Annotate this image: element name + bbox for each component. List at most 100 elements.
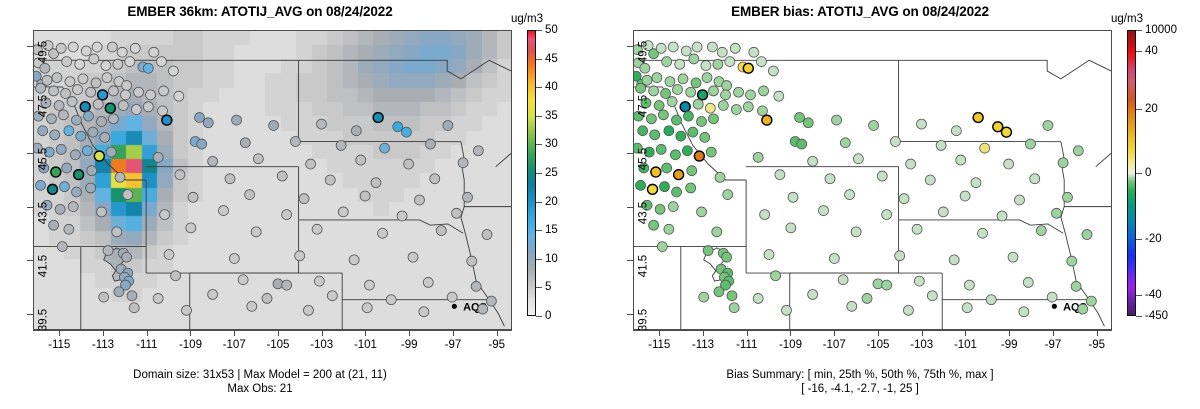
site-marker[interactable] <box>881 209 893 220</box>
site-marker[interactable] <box>1007 251 1019 263</box>
site-marker[interactable] <box>385 294 397 306</box>
site-marker[interactable] <box>96 206 107 218</box>
site-marker[interactable] <box>1066 255 1078 267</box>
bias-site-markers[interactable] <box>634 31 1111 329</box>
site-marker[interactable] <box>403 158 415 170</box>
site-marker[interactable] <box>66 96 78 107</box>
site-marker[interactable] <box>239 137 251 149</box>
site-marker[interactable] <box>911 223 923 235</box>
site-marker[interactable] <box>729 42 741 54</box>
site-marker[interactable] <box>49 129 61 141</box>
site-marker[interactable] <box>685 182 697 194</box>
site-marker[interactable] <box>677 73 689 85</box>
site-marker[interactable] <box>98 291 110 303</box>
site-marker[interactable] <box>326 290 338 302</box>
site-marker[interactable] <box>979 142 991 154</box>
site-marker[interactable] <box>462 191 473 203</box>
site-marker[interactable] <box>861 293 873 304</box>
site-marker[interactable] <box>337 206 349 218</box>
site-marker[interactable] <box>120 279 131 291</box>
site-marker[interactable] <box>148 46 160 58</box>
site-marker[interactable] <box>396 210 408 222</box>
site-marker[interactable] <box>681 145 693 157</box>
site-marker[interactable] <box>672 168 685 181</box>
site-marker[interactable] <box>748 46 760 58</box>
site-marker[interactable] <box>683 110 694 122</box>
site-marker[interactable] <box>774 169 786 181</box>
site-marker[interactable] <box>281 279 293 291</box>
site-marker[interactable] <box>196 138 208 150</box>
site-marker[interactable] <box>992 121 1004 133</box>
site-marker[interactable] <box>207 289 219 300</box>
site-marker[interactable] <box>972 111 984 124</box>
site-marker[interactable] <box>794 112 805 123</box>
site-marker[interactable] <box>355 154 367 166</box>
site-marker[interactable] <box>116 46 128 58</box>
site-marker[interactable] <box>846 300 858 312</box>
site-marker[interactable] <box>429 173 441 185</box>
site-marker[interactable] <box>202 117 214 129</box>
site-marker[interactable] <box>466 255 478 267</box>
site-marker[interactable] <box>650 166 662 178</box>
site-marker[interactable] <box>756 56 767 67</box>
site-marker[interactable] <box>1022 277 1034 288</box>
site-marker[interactable] <box>237 274 249 286</box>
site-marker[interactable] <box>837 274 849 286</box>
site-marker[interactable] <box>114 171 126 183</box>
site-marker[interactable] <box>113 286 125 298</box>
site-marker[interactable] <box>651 72 663 83</box>
site-marker[interactable] <box>728 302 740 314</box>
site-marker[interactable] <box>207 155 219 167</box>
site-marker[interactable] <box>653 100 665 111</box>
site-marker[interactable] <box>130 104 142 115</box>
site-marker[interactable] <box>704 102 716 114</box>
site-marker[interactable] <box>359 190 371 202</box>
site-marker[interactable] <box>674 58 686 70</box>
site-marker[interactable] <box>170 270 181 282</box>
site-marker[interactable] <box>787 191 799 203</box>
site-marker[interactable] <box>159 209 171 220</box>
site-marker[interactable] <box>252 153 264 165</box>
site-marker[interactable] <box>303 304 314 316</box>
site-marker[interactable] <box>1042 120 1054 131</box>
site-marker[interactable] <box>156 56 167 67</box>
site-marker[interactable] <box>634 70 642 82</box>
site-marker[interactable] <box>74 58 86 70</box>
site-marker[interactable] <box>173 90 185 102</box>
site-marker[interactable] <box>63 125 75 137</box>
site-marker[interactable] <box>61 162 73 174</box>
site-marker[interactable] <box>117 100 129 111</box>
site-marker[interactable] <box>311 223 323 235</box>
site-marker[interactable] <box>422 277 434 288</box>
site-marker[interactable] <box>670 149 681 161</box>
site-marker[interactable] <box>711 226 723 238</box>
site-marker[interactable] <box>642 40 654 51</box>
site-marker[interactable] <box>298 193 310 205</box>
site-marker[interactable] <box>96 116 107 127</box>
site-marker[interactable] <box>80 45 92 57</box>
site-marker[interactable] <box>168 65 179 77</box>
site-marker[interactable] <box>664 76 676 87</box>
site-marker[interactable] <box>41 199 53 211</box>
site-marker[interactable] <box>361 302 373 314</box>
site-marker[interactable] <box>35 179 46 191</box>
site-marker[interactable] <box>53 100 65 111</box>
site-marker[interactable] <box>112 58 124 70</box>
site-marker[interactable] <box>634 110 644 122</box>
site-marker[interactable] <box>41 74 53 86</box>
site-marker[interactable] <box>39 62 51 74</box>
site-marker[interactable] <box>905 158 917 170</box>
site-marker[interactable] <box>37 125 49 137</box>
site-marker[interactable] <box>702 245 714 256</box>
site-marker[interactable] <box>86 165 98 177</box>
site-marker[interactable] <box>129 42 141 54</box>
site-marker[interactable] <box>675 130 687 142</box>
site-marker[interactable] <box>470 281 482 292</box>
site-marker[interactable] <box>686 165 698 177</box>
site-marker[interactable] <box>163 249 175 260</box>
site-marker[interactable] <box>637 125 649 137</box>
site-marker[interactable] <box>414 194 425 206</box>
site-marker[interactable] <box>903 304 914 316</box>
site-marker[interactable] <box>722 189 734 200</box>
site-marker[interactable] <box>1086 295 1097 307</box>
